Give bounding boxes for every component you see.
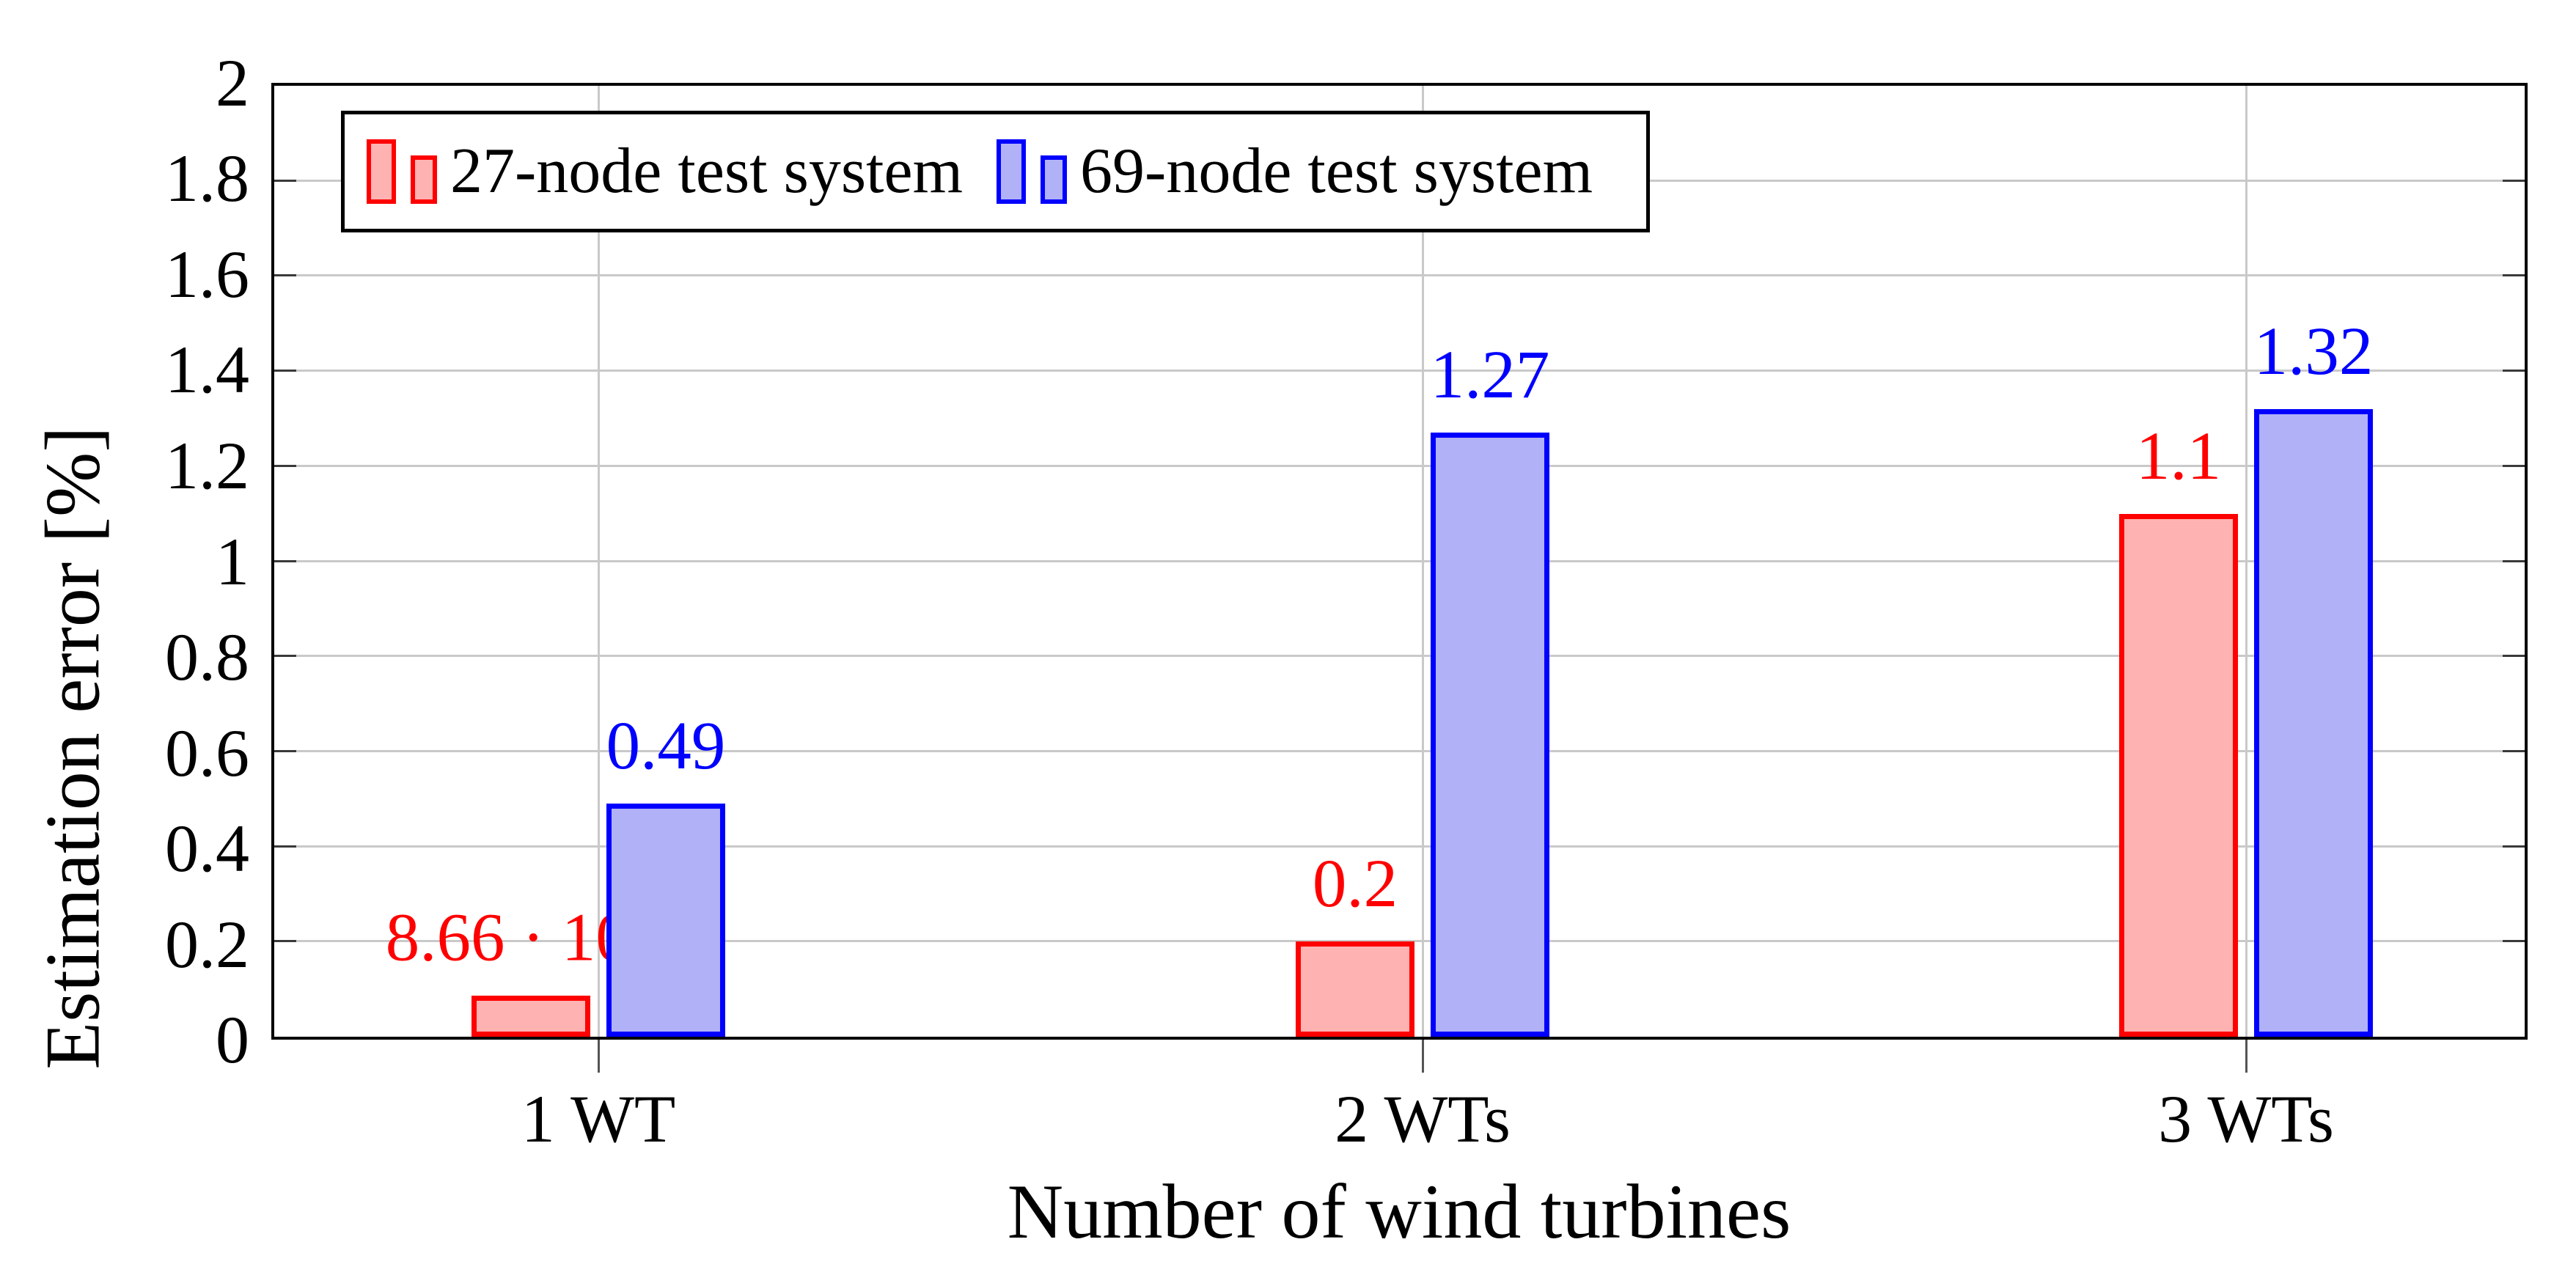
bar-value-text: 0.49	[606, 708, 726, 784]
legend-item-label: 27-node test system	[450, 136, 964, 207]
y-tick-label: 0.2	[165, 907, 249, 982]
y-tick-mark	[274, 274, 296, 277]
h-gridline	[274, 655, 2525, 658]
y-tick-mark	[274, 655, 296, 658]
y-tick-mark	[274, 179, 296, 182]
v-gridline	[1422, 86, 1424, 1037]
bar-value-label: 0.2	[1313, 850, 1398, 918]
bar-value-label: 1.1	[2136, 422, 2221, 490]
y-tick-label: 0.6	[165, 716, 249, 790]
bar-value-label: 1.32	[2254, 317, 2374, 386]
y-tick-mark	[2503, 655, 2525, 658]
y-tick-mark	[2503, 845, 2525, 848]
legend-marker-icon	[367, 139, 437, 204]
legend-bar-short	[1041, 155, 1068, 204]
bar-value-text: 1.1	[2135, 419, 2222, 494]
h-gridline	[274, 845, 2525, 848]
legend-item: 27-node test system	[367, 139, 963, 204]
legend: 27-node test system 69-node test system	[341, 111, 1650, 232]
y-tick-mark	[274, 464, 296, 467]
bar-value-text: 1.32	[2253, 314, 2374, 389]
y-tick-mark	[274, 559, 296, 562]
bar	[606, 804, 725, 1037]
y-tick-label: 1	[216, 524, 249, 599]
v-gridline	[2245, 86, 2247, 1037]
y-tick-mark	[2503, 370, 2525, 372]
y-tick-label: 0.8	[165, 620, 249, 694]
y-tick-label: 0	[216, 1002, 249, 1077]
y-tick-label: 1.8	[165, 141, 249, 216]
legend-bar-tall	[997, 139, 1027, 204]
y-tick-label: 1.6	[165, 237, 249, 312]
y-tick-mark	[2503, 274, 2525, 277]
v-gridline	[598, 86, 600, 1037]
legend-bar-tall	[367, 139, 396, 204]
h-gridline	[274, 940, 2525, 943]
y-tick-mark	[274, 845, 296, 848]
h-gridline	[274, 370, 2525, 372]
x-tick-mark	[1422, 1040, 1424, 1073]
bar	[2119, 514, 2238, 1037]
h-gridline	[274, 274, 2525, 277]
x-tick-label: 2 WTs	[1335, 1081, 1511, 1156]
bar-value-text: 1.27	[1430, 337, 1550, 413]
y-tick-label: 0.4	[165, 811, 249, 886]
bar	[2254, 409, 2373, 1037]
plot-area: 8.66 · 10−20.21.10.491.271.32	[271, 83, 2528, 1040]
y-tick-mark	[2503, 559, 2525, 562]
x-tick-mark	[2245, 1040, 2247, 1073]
y-tick-mark	[2503, 940, 2525, 943]
y-tick-mark	[2503, 179, 2525, 182]
bar-value-text: 0.2	[1312, 846, 1398, 922]
bar-value-label: 1.27	[1431, 341, 1550, 409]
bar-value-label: 0.49	[606, 712, 726, 780]
y-tick-label: 1.2	[165, 428, 249, 503]
h-gridline	[274, 559, 2525, 562]
legend-item-label: 69-node test system	[1080, 136, 1593, 207]
y-tick-mark	[2503, 749, 2525, 752]
x-axis-label: Number of wind turbines	[1007, 1169, 1791, 1254]
h-gridline	[274, 749, 2525, 752]
y-tick-label: 1.4	[165, 332, 249, 407]
x-tick-label: 3 WTs	[2158, 1081, 2334, 1156]
y-tick-mark	[274, 940, 296, 943]
h-gridline	[274, 464, 2525, 467]
y-tick-mark	[2503, 464, 2525, 467]
legend-marker-icon	[997, 139, 1068, 204]
bar-value-text: 8.66 · 10	[385, 900, 630, 976]
y-tick-mark	[274, 370, 296, 372]
legend-bar-short	[411, 155, 437, 204]
x-tick-mark	[598, 1040, 600, 1073]
y-tick-label: 2	[216, 45, 249, 120]
bar	[471, 996, 590, 1037]
x-tick-label: 1 WT	[521, 1081, 676, 1156]
bar	[1296, 941, 1414, 1037]
y-tick-mark	[274, 749, 296, 752]
legend-item: 69-node test system	[997, 139, 1593, 204]
bar	[1431, 433, 1549, 1037]
